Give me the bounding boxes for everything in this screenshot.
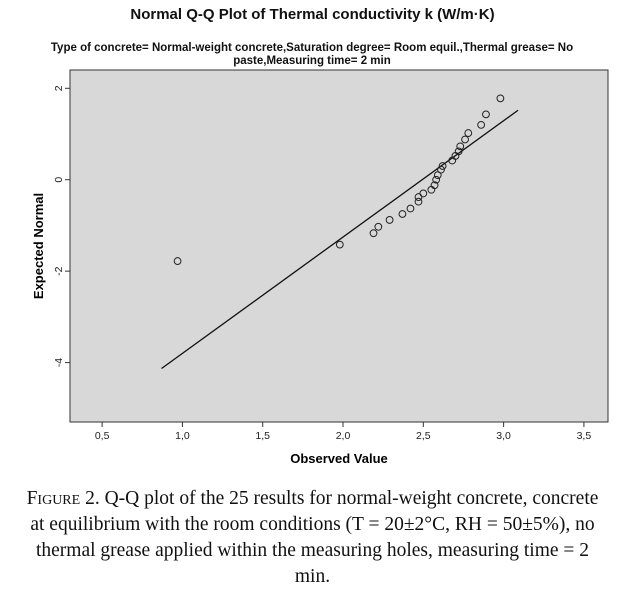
data-point xyxy=(414,197,423,206)
x-tick-label: 2,0 xyxy=(336,430,351,442)
reference-line xyxy=(161,109,519,370)
data-point xyxy=(461,135,469,144)
data-point xyxy=(464,129,473,137)
caption-text: Q-Q plot of the 25 results for normal-we… xyxy=(30,488,599,587)
data-point xyxy=(456,142,465,151)
qq-plot: 0,5 1,0 1,5 2,0 2,5 3,0 3,5 -4 -2 0 2 Observed Val… xyxy=(31,69,609,466)
data-point xyxy=(496,94,505,103)
caption-label: Figure 2. xyxy=(26,488,100,509)
data-point xyxy=(406,204,415,213)
y-tick-label: -4 xyxy=(53,358,65,367)
data-point xyxy=(335,240,344,249)
x-tick-label: 1,5 xyxy=(255,430,270,442)
data-point xyxy=(438,162,447,170)
y-tick-label: -2 xyxy=(53,266,65,275)
x-tick-label: 1,0 xyxy=(175,430,190,442)
data-point xyxy=(173,257,182,265)
data-point xyxy=(454,147,463,156)
data-point xyxy=(430,181,439,190)
data-point xyxy=(369,229,378,238)
data-point xyxy=(398,210,407,218)
data-point xyxy=(374,222,383,231)
data-point xyxy=(419,189,428,198)
x-tick-label: 0,5 xyxy=(95,430,110,442)
y-tick-label: 2 xyxy=(53,85,65,91)
x-tick-label: 3,5 xyxy=(577,430,592,442)
figure-caption: Figure 2. Q-Q plot of the 25 results for… xyxy=(20,486,605,590)
y-tick-label: 0 xyxy=(53,177,65,183)
y-axis-label: Expected Normal xyxy=(31,193,46,299)
data-point xyxy=(482,110,490,119)
data-point xyxy=(414,193,423,201)
data-point xyxy=(432,175,441,184)
plot-area xyxy=(69,69,609,423)
chart-subtitle: Type of concrete= Normal-weight concrete… xyxy=(50,42,574,67)
x-tick-label: 3,0 xyxy=(496,430,511,442)
data-point xyxy=(477,120,486,129)
chart-title: Normal Q-Q Plot of Thermal conductivity … xyxy=(130,6,495,23)
data-point xyxy=(437,165,445,174)
x-axis-label: Observed Value xyxy=(290,451,388,466)
x-tick-label: 2,5 xyxy=(416,430,431,442)
data-point xyxy=(385,216,394,224)
